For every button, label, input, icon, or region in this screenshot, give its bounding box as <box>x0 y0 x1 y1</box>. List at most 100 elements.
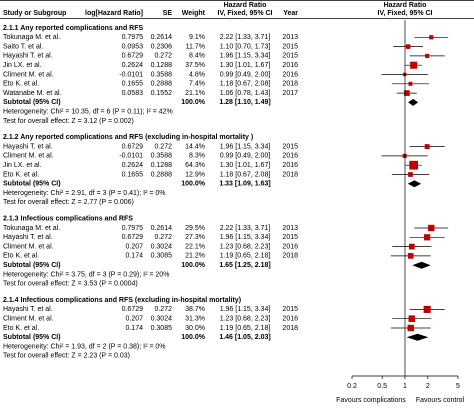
se: 0.1288 <box>151 62 173 69</box>
group-title: 2.1.4 Infectious complications and RFS (… <box>3 297 241 304</box>
log-hr: 0.7975 <box>122 34 144 41</box>
study-name: Climent M. et al. <box>3 316 54 323</box>
study-name: Tokunaga M. et al. <box>3 34 60 41</box>
header: Hazard Ratio <box>384 2 427 9</box>
hazard-ratio: 1.18 [0.67, 2.08] <box>220 81 271 88</box>
heterogeneity: Heterogeneity: Chi² = 2.91, df = 3 (P = … <box>3 190 166 197</box>
year: 2015 <box>282 234 298 241</box>
study-name: Climent M. et al. <box>3 243 54 250</box>
group-title: 2.1.1 Any reported complications and RFS <box>3 25 143 32</box>
weight: 7.4% <box>189 81 205 88</box>
log-hr: 0.174 <box>125 325 143 332</box>
weight: 21.2% <box>185 253 205 260</box>
overall-effect: Test for overall effect: Z = 2.77 (P = 0… <box>3 199 134 206</box>
weight: 14.4% <box>185 143 205 150</box>
se: 0.272 <box>154 53 172 60</box>
log-hr: -0.0101 <box>119 71 143 78</box>
se: 0.3024 <box>151 243 173 250</box>
year: 2018 <box>282 253 298 260</box>
hazard-ratio: 1.06 [0.78, 1.43] <box>220 90 271 97</box>
log-hr: 0.0583 <box>122 90 144 97</box>
se: 0.272 <box>154 306 172 313</box>
favours-right: Favours control <box>416 397 465 404</box>
x-tick-label: 1 <box>403 383 407 390</box>
weight: 38.7% <box>185 306 205 313</box>
log-hr: -0.0101 <box>119 153 143 160</box>
point-estimate <box>409 160 418 170</box>
log-hr: 0.2624 <box>122 162 144 169</box>
weight: 8.4% <box>189 53 205 60</box>
log-hr: 0.207 <box>125 243 143 250</box>
log-hr: 0.6729 <box>122 306 144 313</box>
point-estimate <box>407 253 414 259</box>
x-tick-label: 0.5 <box>377 383 387 390</box>
study-name: Climent M. et al. <box>3 153 54 160</box>
study-name: Watanabe M. et al. <box>3 90 62 97</box>
log-hr: 0.6729 <box>122 234 144 241</box>
hazard-ratio: 1.19 [0.65, 2.18] <box>220 253 271 260</box>
study-name: Climent M. et al. <box>3 71 54 78</box>
subtotal-weight: 100.0% <box>181 181 206 188</box>
point-estimate <box>429 35 434 40</box>
study-name: Jin LX. et al. <box>3 62 42 69</box>
header: Weight <box>182 10 206 17</box>
x-tick-label: 2 <box>426 383 430 390</box>
hazard-ratio: 1.19 [0.65, 2.18] <box>220 325 271 332</box>
overall-effect: Test for overall effect: Z = 3.53 (P = 0… <box>3 281 138 288</box>
weight: 64.3% <box>185 162 205 169</box>
log-hr: 0.6729 <box>122 143 144 150</box>
log-hr: 0.2624 <box>122 62 144 69</box>
weight: 21.1% <box>185 90 205 97</box>
year: 2017 <box>282 90 298 97</box>
weight: 11.7% <box>186 43 205 50</box>
study-name: Eto K. et al. <box>3 253 39 260</box>
subtotal-diamond <box>408 98 419 106</box>
weight: 29.5% <box>185 225 205 232</box>
subtotal-hr: 1.33 [1.09, 1.63] <box>219 181 270 188</box>
x-tick-label: 0.2 <box>347 383 357 390</box>
heterogeneity: Heterogeneity: Chi² = 10.35, df = 6 (P =… <box>3 109 173 116</box>
se: 0.3085 <box>151 325 173 332</box>
hazard-ratio: 0.99 [0.49, 2.00] <box>220 153 271 160</box>
hazard-ratio: 1.96 [1.15, 3.34] <box>220 143 271 150</box>
log-hr: 0.7975 <box>122 225 144 232</box>
weight: 31.3% <box>185 316 205 323</box>
year: 2016 <box>282 71 298 78</box>
year: 2015 <box>282 43 298 50</box>
weight: 30.0% <box>185 325 205 332</box>
subtotal-label: Subtotal (95% CI) <box>3 262 61 269</box>
se: 0.272 <box>154 234 172 241</box>
year: 2018 <box>282 81 298 88</box>
group-title: 2.1.2 Any reported complications and RFS… <box>3 134 253 141</box>
point-estimate <box>423 305 431 313</box>
year: 2018 <box>282 325 298 332</box>
log-hr: 0.174 <box>125 253 143 260</box>
se: 0.2888 <box>151 81 173 88</box>
subtotal-label: Subtotal (95% CI) <box>3 99 61 106</box>
year: 2015 <box>282 143 298 150</box>
subtotal-hr: 1.65 [1.25, 2.18] <box>219 262 270 269</box>
weight: 4.8% <box>189 71 205 78</box>
se: 0.1552 <box>151 90 173 97</box>
point-estimate <box>408 243 415 250</box>
se: 0.2888 <box>151 171 173 178</box>
hazard-ratio: 2.22 [1.33, 3.71] <box>220 225 271 232</box>
se: 0.3024 <box>151 316 173 323</box>
hazard-ratio: 1.30 [1.01, 1.67] <box>220 62 271 69</box>
log-hr: 0.6729 <box>122 53 144 60</box>
se: 0.272 <box>154 143 172 150</box>
se: 0.3085 <box>151 253 173 260</box>
point-estimate <box>425 53 430 58</box>
overall-effect: Test for overall effect: Z = 2.23 (P = 0… <box>3 353 130 360</box>
point-estimate <box>405 44 411 49</box>
study-name: Jin LX. et al. <box>3 162 42 169</box>
hazard-ratio: 1.10 [0.70, 1.73] <box>220 43 271 50</box>
header: IV, Fixed, 95% CI <box>378 10 433 17</box>
log-hr: 0.1655 <box>122 171 144 178</box>
point-estimate <box>408 315 416 322</box>
year: 2018 <box>282 171 298 178</box>
year: 2015 <box>282 306 298 313</box>
subtotal-hr: 1.46 [1.05, 2.03] <box>219 334 270 341</box>
subtotal-diamond <box>407 180 422 188</box>
heterogeneity: Heterogeneity: Chi² = 3.75, df = 3 (P = … <box>3 271 169 278</box>
